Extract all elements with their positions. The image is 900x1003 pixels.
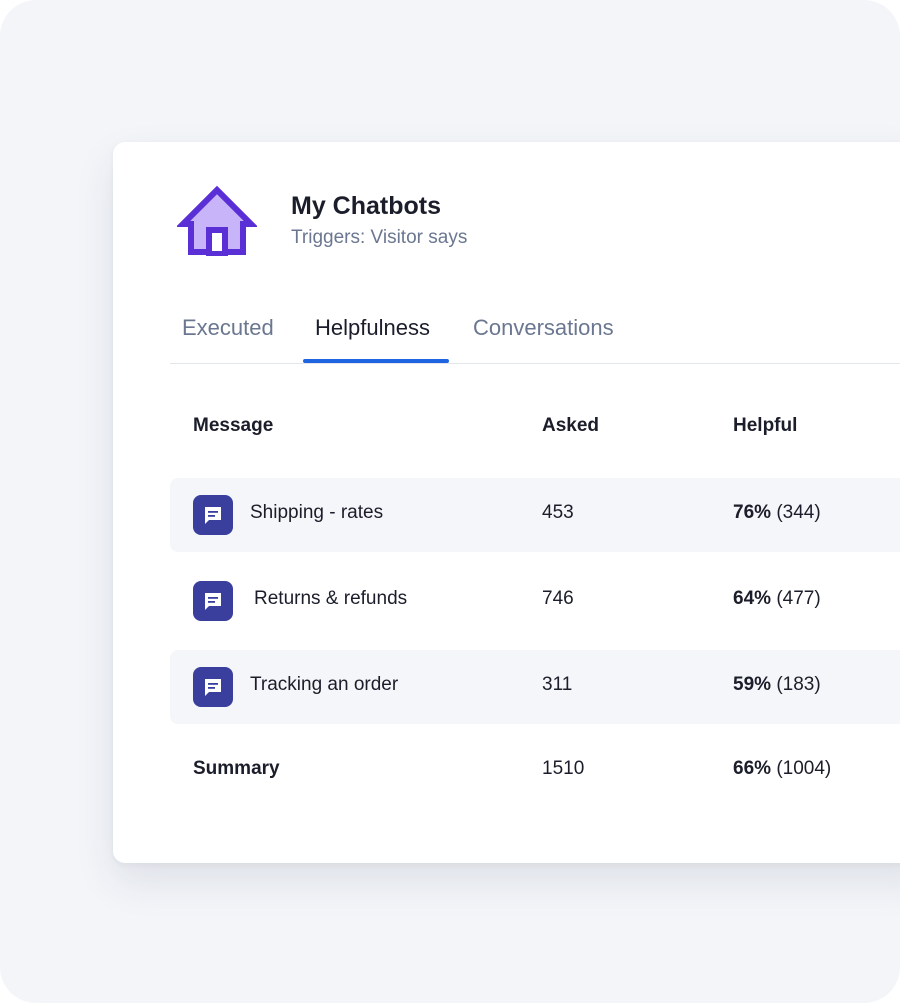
helpful-percent: 59% (733, 674, 772, 695)
summary-helpful: 66% (1004) (733, 758, 831, 780)
message-name: Returns & refunds (254, 588, 408, 609)
helpful-count: (183) (776, 674, 821, 695)
summary-helpful-percent: 66% (733, 758, 772, 779)
message-icon (193, 581, 233, 621)
page-title: My Chatbots (291, 192, 441, 220)
message-icon (193, 667, 233, 707)
active-tab-indicator (303, 359, 449, 363)
tab-executed[interactable]: Executed (182, 315, 274, 340)
helpful-count: (477) (776, 588, 821, 609)
table-row[interactable]: Shipping - rates 453 76% (344) (170, 478, 900, 552)
house-icon (175, 184, 259, 257)
trigger-subtitle: Triggers: Visitor says (291, 227, 468, 248)
summary-helpful-count: (1004) (776, 758, 832, 779)
helpful-percent: 64% (733, 588, 772, 609)
helpful-value: 64% (477) (733, 588, 821, 610)
asked-count: 746 (542, 588, 574, 609)
message-name: Tracking an order (250, 674, 399, 695)
table-row[interactable]: Tracking an order 311 59% (183) (170, 650, 900, 724)
asked-count: 453 (542, 502, 574, 523)
helpful-value: 59% (183) (733, 674, 821, 696)
helpful-percent: 76% (733, 502, 772, 523)
table-row[interactable]: Returns & refunds 746 64% (477) (170, 564, 900, 638)
summary-row: Summary 1510 66% (1004) (170, 734, 900, 808)
summary-asked: 1510 (542, 758, 585, 779)
helpful-count: (344) (776, 502, 821, 523)
column-header-message: Message (193, 415, 274, 436)
tab-conversations[interactable]: Conversations (473, 315, 614, 340)
summary-label: Summary (193, 758, 280, 779)
asked-count: 311 (542, 674, 573, 695)
message-icon (193, 495, 233, 535)
column-header-asked: Asked (542, 415, 600, 436)
helpful-value: 76% (344) (733, 502, 821, 524)
chatbot-stats-card: My Chatbots Triggers: Visitor says Execu… (113, 142, 900, 863)
message-name: Shipping - rates (250, 502, 384, 523)
tab-bar: Executed Helpfulness Conversations (170, 310, 900, 364)
tab-helpfulness[interactable]: Helpfulness (315, 315, 430, 340)
column-header-helpful: Helpful (733, 415, 798, 436)
